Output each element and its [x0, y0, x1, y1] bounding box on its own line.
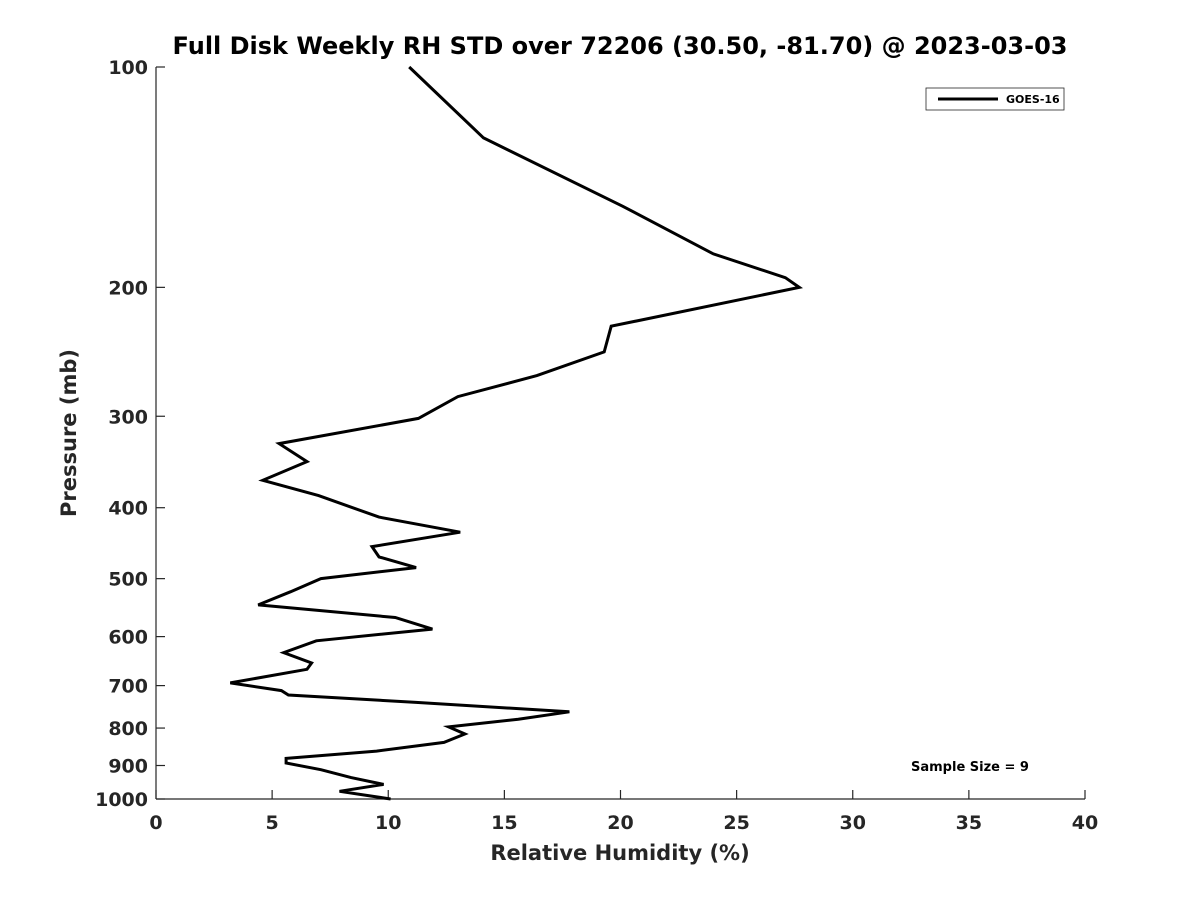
y-tick-label: 700 [108, 676, 148, 698]
x-tick-label: 15 [491, 812, 517, 834]
y-tick-label: 800 [108, 718, 148, 740]
chart-title: Full Disk Weekly RH STD over 72206 (30.5… [173, 32, 1068, 60]
y-tick-label: 200 [108, 277, 148, 299]
x-tick-label: 25 [723, 812, 749, 834]
x-tick-label: 35 [956, 812, 982, 834]
y-tick-label: 600 [108, 627, 148, 649]
y-ticks: 100 200 300 400 500 600 700 800 900 1000 [95, 57, 165, 811]
x-tick-label: 40 [1072, 812, 1098, 834]
y-tick-label: 300 [108, 406, 148, 428]
series-line-goes-16 [230, 65, 804, 801]
x-tick-label: 10 [375, 812, 401, 834]
x-tick-label: 20 [607, 812, 633, 834]
x-tick-label: 5 [266, 812, 279, 834]
x-tick-label: 30 [840, 812, 866, 834]
series-layer [230, 65, 804, 801]
y-tick-label: 500 [108, 569, 148, 591]
y-tick-label: 400 [108, 498, 148, 520]
y-tick-label: 100 [108, 57, 148, 79]
y-tick-label: 900 [108, 756, 148, 778]
x-ticks: 0 5 10 15 20 25 30 35 40 [149, 790, 1098, 834]
y-tick-label: 1000 [95, 789, 148, 811]
legend: GOES-16 [925, 87, 1065, 111]
legend-label-goes-16: GOES-16 [1006, 93, 1060, 106]
sample-size-annotation: Sample Size = 9 [911, 760, 1029, 775]
x-tick-label: 0 [149, 812, 162, 834]
x-axis-label: Relative Humidity (%) [490, 841, 749, 865]
y-axis-label: Pressure (mb) [57, 349, 81, 517]
